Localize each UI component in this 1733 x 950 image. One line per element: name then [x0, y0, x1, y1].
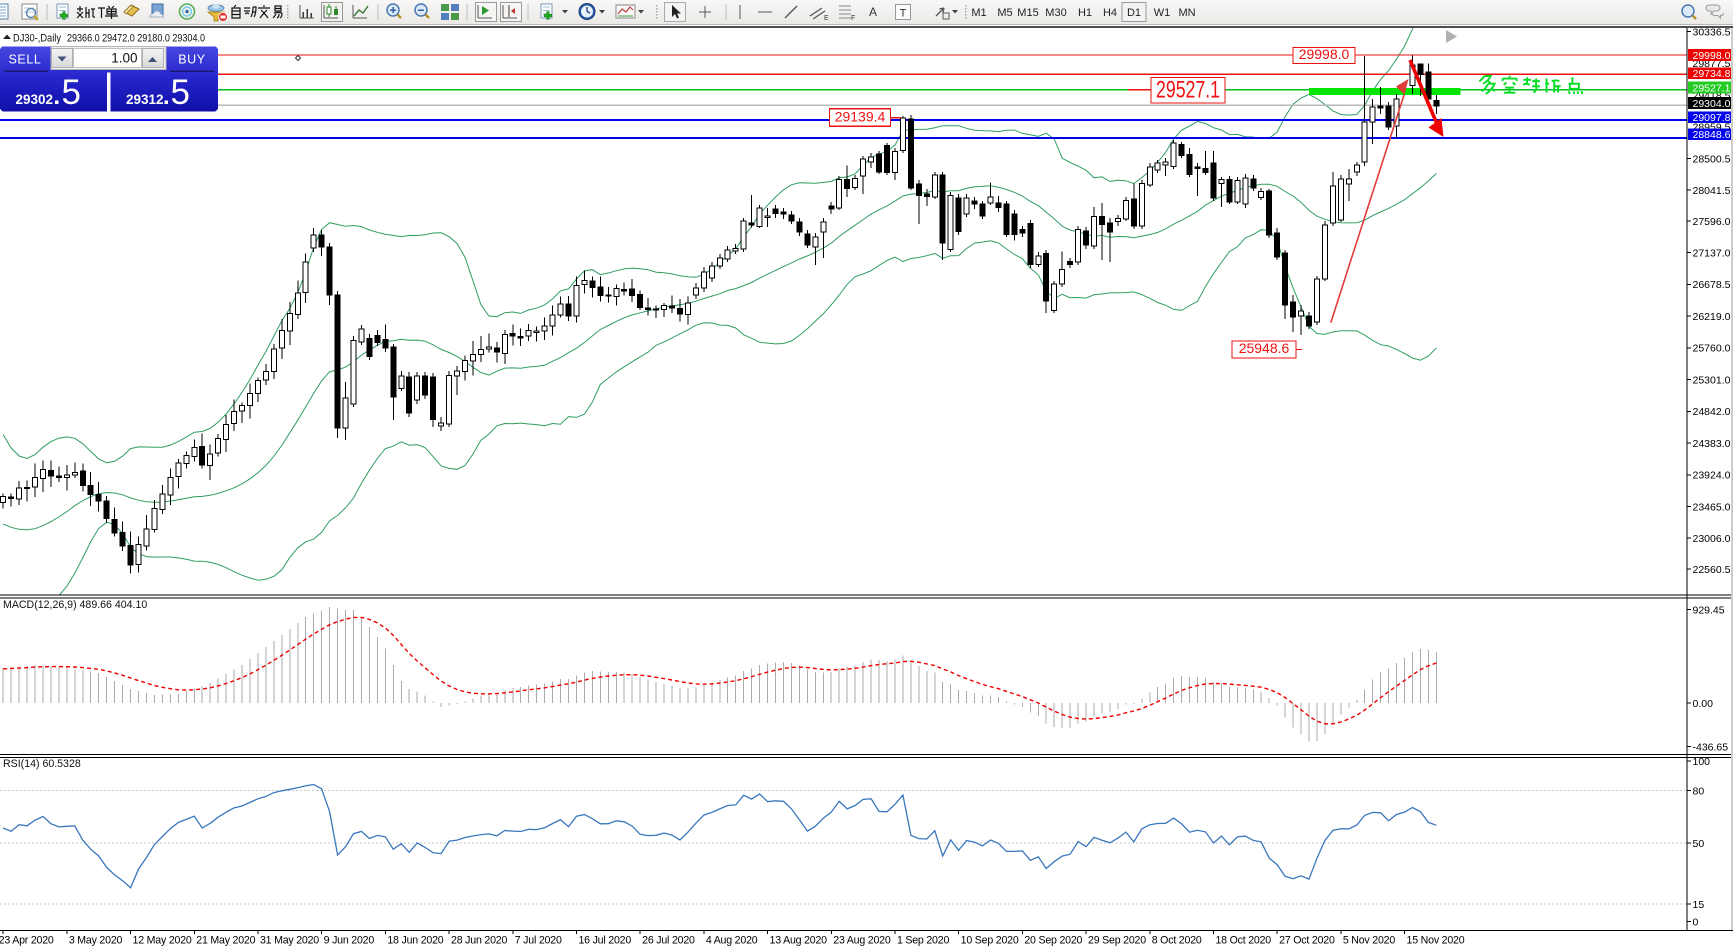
- svg-text:25760.0: 25760.0: [1693, 343, 1731, 355]
- svg-text:DJ30-,Daily: DJ30-,Daily: [13, 33, 62, 45]
- svg-text:5: 5: [171, 73, 190, 112]
- svg-text:18 Oct 2020: 18 Oct 2020: [1215, 935, 1271, 947]
- svg-text:24842.0: 24842.0: [1693, 406, 1731, 418]
- svg-text:29097.8: 29097.8: [1693, 112, 1731, 124]
- svg-text:29998.0: 29998.0: [1299, 46, 1350, 62]
- svg-text:28500.5: 28500.5: [1693, 153, 1731, 165]
- svg-text:25948.6: 25948.6: [1239, 340, 1290, 356]
- svg-text:D1: D1: [1127, 7, 1141, 19]
- svg-text:5: 5: [62, 73, 81, 112]
- svg-text:1 Sep 2020: 1 Sep 2020: [897, 935, 950, 947]
- svg-text:26 Jul 2020: 26 Jul 2020: [642, 935, 695, 947]
- svg-text:M5: M5: [997, 7, 1012, 19]
- svg-text:100: 100: [1693, 756, 1711, 768]
- svg-text:15: 15: [1693, 899, 1705, 911]
- svg-text:29304.0: 29304.0: [1693, 98, 1731, 110]
- svg-text:E: E: [824, 15, 829, 22]
- svg-text:RSI(14) 60.5328: RSI(14) 60.5328: [3, 758, 81, 770]
- svg-text:MACD(12,26,9) 489.66 404.10: MACD(12,26,9) 489.66 404.10: [3, 599, 147, 611]
- svg-text:T: T: [900, 8, 907, 20]
- svg-text:23 Apr 2020: 23 Apr 2020: [0, 935, 54, 947]
- svg-text:4 Aug 2020: 4 Aug 2020: [706, 935, 758, 947]
- svg-text:W1: W1: [1154, 7, 1171, 19]
- svg-text:31 May 2020: 31 May 2020: [260, 935, 319, 947]
- svg-text:23465.0: 23465.0: [1693, 501, 1731, 513]
- svg-text:29527.1: 29527.1: [1693, 82, 1731, 94]
- svg-text:28041.5: 28041.5: [1693, 185, 1731, 197]
- svg-text:0.00: 0.00: [1693, 698, 1714, 710]
- svg-text:29312: 29312: [126, 92, 164, 107]
- svg-text:29366.0 29472.0 29180.0 29304.: 29366.0 29472.0 29180.0 29304.0: [67, 33, 205, 45]
- svg-text:15 Nov 2020: 15 Nov 2020: [1407, 935, 1465, 947]
- svg-text:27596.0: 27596.0: [1693, 216, 1731, 228]
- svg-text:BUY: BUY: [178, 53, 206, 67]
- svg-text:29139.4: 29139.4: [835, 108, 886, 124]
- svg-text:F: F: [851, 15, 855, 22]
- svg-text:29877.5: 29877.5: [1693, 58, 1731, 70]
- svg-text:1.00: 1.00: [111, 51, 137, 66]
- svg-text:13 Aug 2020: 13 Aug 2020: [770, 935, 828, 947]
- svg-text:3 May 2020: 3 May 2020: [69, 935, 123, 947]
- svg-text:26678.5: 26678.5: [1693, 279, 1731, 291]
- svg-text:929.45: 929.45: [1693, 604, 1725, 616]
- svg-text:30336.5: 30336.5: [1693, 26, 1731, 38]
- svg-text:29734.8: 29734.8: [1693, 68, 1731, 80]
- svg-text:M30: M30: [1045, 7, 1066, 19]
- svg-text:22560.5: 22560.5: [1693, 564, 1731, 576]
- svg-text:23 Aug 2020: 23 Aug 2020: [833, 935, 891, 947]
- svg-text:26219.0: 26219.0: [1693, 311, 1731, 323]
- svg-text:20 Sep 2020: 20 Sep 2020: [1024, 935, 1082, 947]
- svg-text:29302: 29302: [16, 92, 54, 107]
- svg-text:18 Jun 2020: 18 Jun 2020: [387, 935, 443, 947]
- svg-text:80: 80: [1693, 785, 1705, 797]
- svg-text:29 Sep 2020: 29 Sep 2020: [1088, 935, 1146, 947]
- svg-text:-436.65: -436.65: [1693, 742, 1729, 754]
- svg-text:25301.0: 25301.0: [1693, 374, 1731, 386]
- svg-text:29527.1: 29527.1: [1156, 77, 1220, 104]
- svg-text:A: A: [869, 5, 877, 19]
- svg-text:7 Jul 2020: 7 Jul 2020: [515, 935, 562, 947]
- svg-text:21 May 2020: 21 May 2020: [196, 935, 255, 947]
- svg-text:29998.0: 29998.0: [1693, 50, 1731, 62]
- svg-text:10 Sep 2020: 10 Sep 2020: [961, 935, 1019, 947]
- svg-text:H1: H1: [1078, 7, 1092, 19]
- svg-text:M15: M15: [1017, 7, 1038, 19]
- svg-text:23924.0: 23924.0: [1693, 470, 1731, 482]
- svg-text:0: 0: [1693, 916, 1699, 928]
- svg-text:16 Jul 2020: 16 Jul 2020: [578, 935, 631, 947]
- svg-text:23006.0: 23006.0: [1693, 533, 1731, 545]
- svg-text:27137.0: 27137.0: [1693, 248, 1731, 260]
- svg-text:28848.6: 28848.6: [1693, 129, 1731, 141]
- svg-text:27 Oct 2020: 27 Oct 2020: [1279, 935, 1335, 947]
- svg-text:MN: MN: [1178, 7, 1195, 19]
- svg-text:12 May 2020: 12 May 2020: [133, 935, 192, 947]
- svg-text:5 Nov 2020: 5 Nov 2020: [1343, 935, 1395, 947]
- svg-text:50: 50: [1693, 838, 1705, 850]
- svg-text:28 Jun 2020: 28 Jun 2020: [451, 935, 507, 947]
- svg-text:M1: M1: [971, 7, 986, 19]
- svg-text:24383.0: 24383.0: [1693, 438, 1731, 450]
- svg-text:H4: H4: [1103, 7, 1117, 19]
- svg-text:SELL: SELL: [9, 53, 42, 67]
- svg-text:8 Oct 2020: 8 Oct 2020: [1152, 935, 1202, 947]
- svg-text:9 Jun 2020: 9 Jun 2020: [324, 935, 375, 947]
